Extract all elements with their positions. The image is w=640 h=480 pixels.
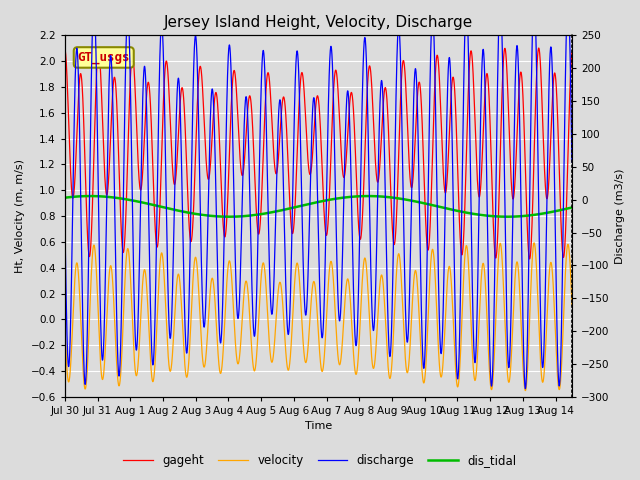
discharge: [255, 204, 262, 210]
gageht: [255, 231, 262, 237]
Title: Jersey Island Height, Velocity, Discharge: Jersey Island Height, Velocity, Discharg…: [164, 15, 473, 30]
velocity: [478, 269, 486, 275]
discharge: [568, 159, 576, 165]
Y-axis label: Ht, Velocity (m, m/s): Ht, Velocity (m, m/s): [15, 159, 25, 273]
gageht: [526, 256, 534, 262]
velocity: [522, 388, 529, 394]
discharge: [478, 69, 486, 75]
gageht: [568, 50, 576, 56]
Line: velocity: velocity: [65, 243, 572, 391]
discharge: [365, 171, 372, 177]
dis_tidal: [391, 195, 399, 201]
velocity: [391, 307, 399, 312]
Line: dis_tidal: dis_tidal: [65, 196, 572, 217]
Line: discharge: discharge: [65, 0, 572, 389]
velocity: [61, 323, 68, 328]
dis_tidal: [61, 195, 68, 201]
velocity: [153, 322, 161, 327]
discharge: [61, 214, 68, 220]
velocity: [365, 307, 372, 312]
dis_tidal: [365, 193, 373, 199]
gageht: [365, 65, 372, 71]
gageht: [478, 165, 486, 171]
discharge: [439, 306, 447, 312]
Y-axis label: Discharge (m3/s): Discharge (m3/s): [615, 168, 625, 264]
dis_tidal: [478, 212, 486, 218]
Text: GT_usgs: GT_usgs: [77, 51, 130, 64]
dis_tidal: [255, 212, 262, 217]
discharge: [522, 386, 529, 392]
dis_tidal: [568, 204, 576, 210]
velocity: [255, 319, 262, 325]
discharge: [391, 172, 399, 178]
gageht: [439, 168, 447, 174]
dis_tidal: [153, 203, 161, 209]
dis_tidal: [503, 214, 511, 220]
velocity: [439, 358, 447, 363]
gageht: [391, 240, 399, 246]
velocity: [531, 240, 538, 246]
gageht: [153, 244, 161, 250]
Line: gageht: gageht: [65, 48, 572, 259]
dis_tidal: [440, 205, 447, 211]
discharge: [153, 211, 161, 216]
gageht: [61, 46, 68, 51]
Legend: gageht, velocity, discharge, dis_tidal: gageht, velocity, discharge, dis_tidal: [119, 449, 521, 472]
dis_tidal: [86, 193, 94, 199]
velocity: [568, 302, 576, 308]
gageht: [535, 45, 543, 51]
X-axis label: Time: Time: [305, 421, 332, 432]
